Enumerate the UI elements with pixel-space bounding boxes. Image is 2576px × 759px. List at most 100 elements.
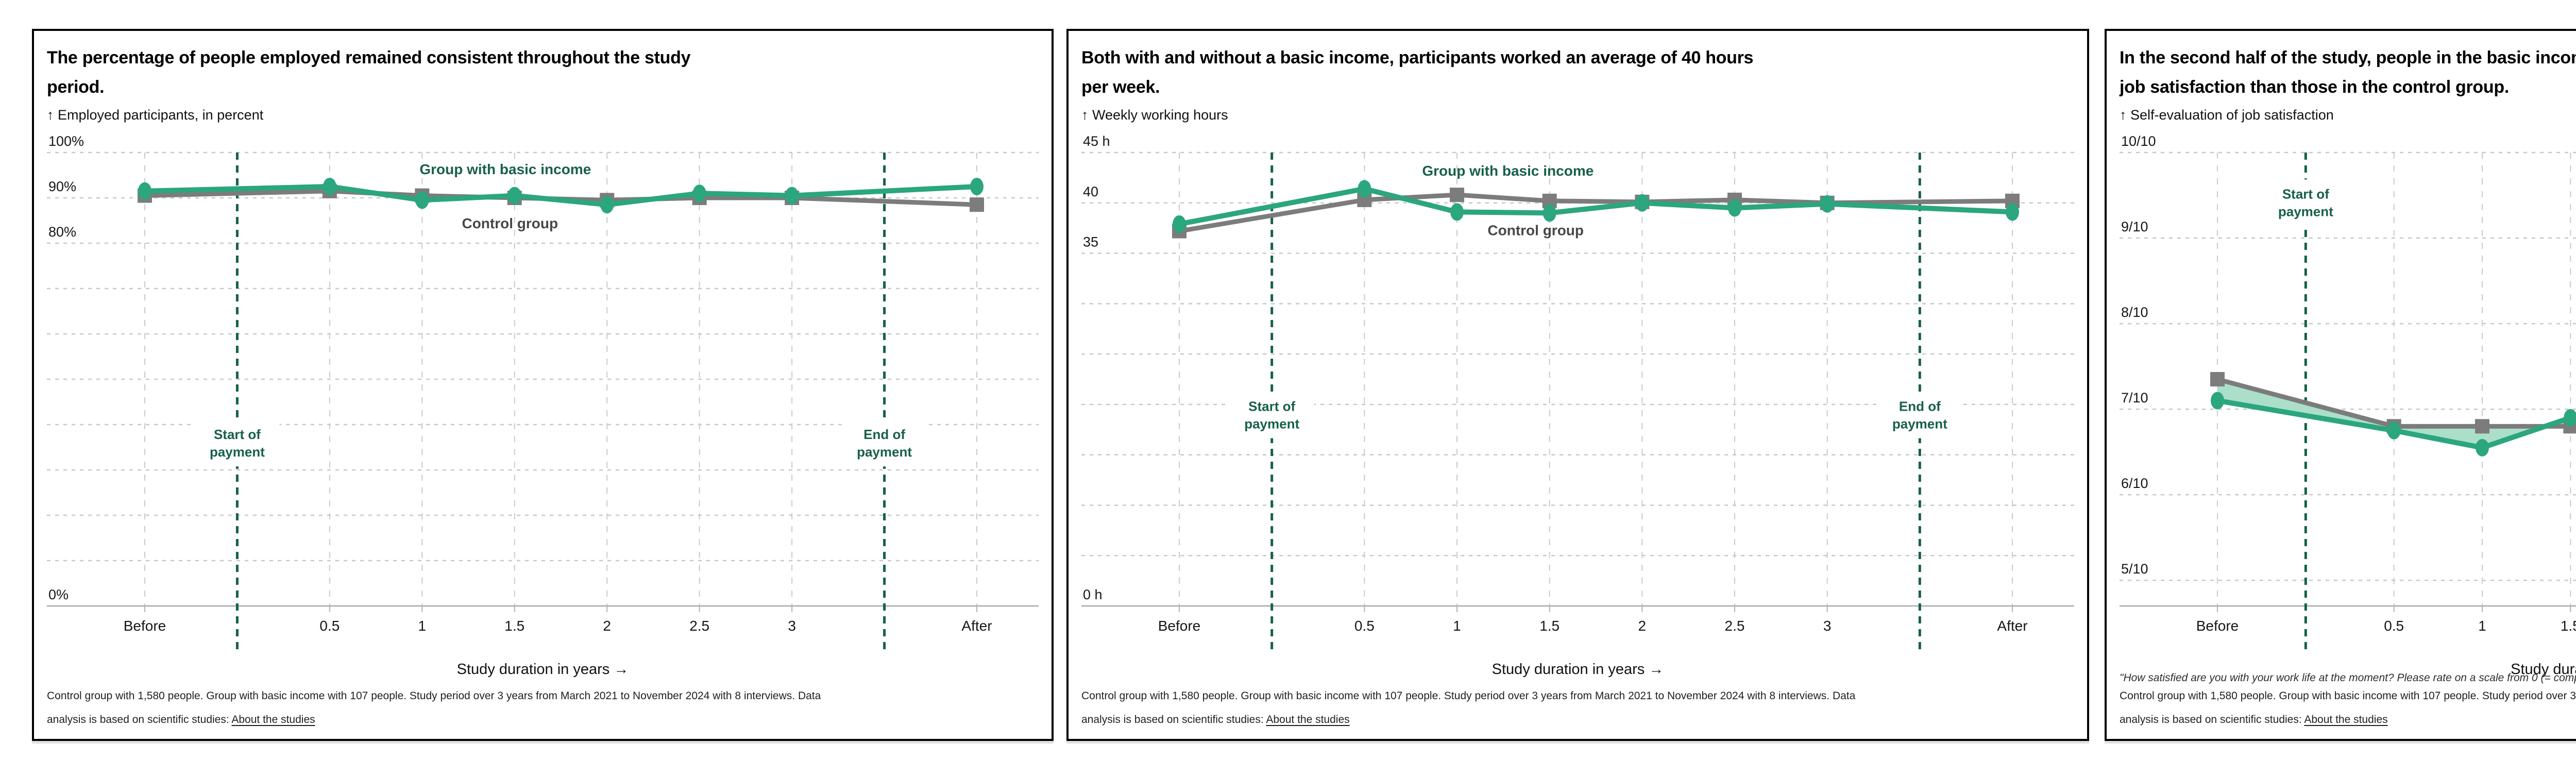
series-label-control-group: Control group	[1487, 222, 1584, 238]
x-tick-label: 1	[418, 618, 427, 634]
x-axis-title: Study duration in years →	[1492, 661, 1664, 678]
marker-basic-income	[1543, 204, 1556, 222]
series-line-basic-income	[144, 184, 977, 208]
marker-control-group	[2475, 419, 2489, 434]
chart-title: The percentage of people employed remain…	[47, 48, 691, 97]
marker-basic-income	[415, 191, 429, 209]
x-tick-label: 2.5	[689, 618, 709, 634]
x-tick-label: Before	[1158, 618, 1201, 634]
x-tick-label: 1.5	[504, 618, 524, 634]
event-label: End of	[863, 427, 905, 442]
event-label: Start of	[2282, 186, 2329, 201]
event-label: End of	[1899, 398, 1941, 414]
y-tick-label: 10/10	[2121, 133, 2156, 149]
y-axis-label: ↑ Employed participants, in percent	[47, 107, 264, 123]
chart-panel-3: In the second half of the study, people …	[2105, 29, 2576, 741]
marker-control-group	[1450, 188, 1464, 203]
about-the-studies-link[interactable]: About the studies	[1266, 714, 1350, 726]
y-tick-label: 6/10	[2121, 476, 2148, 491]
marker-control-group	[970, 197, 984, 212]
y-tick-label: 0%	[48, 587, 69, 602]
plot-area: 10/109/108/107/106/105/10Group with basi…	[2120, 133, 2576, 678]
marker-basic-income	[1358, 180, 1371, 198]
event-label: payment	[857, 444, 912, 460]
event-label: Start of	[1248, 398, 1295, 414]
event-label-bg	[2263, 179, 2348, 226]
about-the-studies-link[interactable]: About the studies	[2304, 714, 2388, 726]
marker-basic-income	[507, 187, 521, 205]
y-tick-label: 35	[1083, 234, 1098, 250]
marker-basic-income	[2476, 438, 2489, 457]
event-label-bg	[1229, 392, 1314, 438]
x-tick-label: 1.5	[2561, 618, 2576, 634]
marker-basic-income	[1173, 215, 1186, 233]
marker-basic-income	[785, 187, 799, 205]
y-axis-label: ↑ Self-evaluation of job satisfaction	[2120, 107, 2334, 123]
marker-basic-income	[2387, 421, 2401, 440]
chart-footer: Control group with 1,580 people. Group w…	[2120, 684, 2576, 732]
event-label: payment	[210, 444, 265, 460]
x-axis-title: Study duration in years →	[2511, 661, 2576, 678]
series-label-basic-income: Group with basic income	[419, 161, 591, 177]
marker-basic-income	[1635, 194, 1649, 212]
x-tick-label: 2	[1638, 618, 1647, 634]
marker-basic-income	[1728, 199, 1741, 217]
event-label: payment	[1892, 416, 1947, 431]
event-label-bg	[1877, 392, 1962, 438]
x-tick-label: Before	[2196, 618, 2239, 634]
plot-area: 100% 90% 80% 0% Group with basic income Contr…	[47, 133, 1039, 678]
y-tick-label: 90%	[48, 179, 76, 194]
marker-basic-income	[692, 184, 706, 203]
y-tick-label: 9/10	[2121, 219, 2148, 234]
y-tick-label: 0 h	[1083, 587, 1103, 602]
x-tick-label: After	[1997, 618, 2027, 634]
marker-control-group	[2210, 372, 2225, 386]
y-tick-label: 45 h	[1083, 133, 1110, 149]
x-tick-label: 0.5	[319, 618, 340, 634]
x-tick-label: 2	[603, 618, 611, 634]
y-tick-label: 5/10	[2121, 561, 2148, 577]
about-the-studies-link[interactable]: About the studies	[231, 714, 315, 726]
series-label-basic-income: Group with basic income	[1422, 163, 1594, 179]
x-tick-label: 1.5	[1539, 618, 1560, 634]
y-tick-label: 100%	[48, 133, 84, 149]
x-tick-label: 0.5	[1354, 618, 1375, 634]
y-tick-label: 40	[1083, 184, 1098, 199]
x-tick-label: 2.5	[1725, 618, 1745, 634]
marker-basic-income	[323, 178, 336, 195]
event-label: Start of	[214, 427, 261, 442]
x-tick-label: 3	[1823, 618, 1832, 634]
marker-basic-income	[1820, 195, 1834, 213]
series-line-basic-income	[1179, 186, 2013, 227]
chart-panel-1: The percentage of people employed remain…	[32, 29, 1054, 741]
chart-footer: Control group with 1,580 people. Group w…	[1081, 684, 2074, 732]
y-axis-label: ↑ Weekly working hours	[1081, 107, 1228, 123]
chart-panel-2: Both with and without a basic income, pa…	[1066, 29, 2089, 741]
chart-title: Both with and without a basic income, pa…	[1081, 48, 1754, 97]
x-tick-label: 1	[2478, 618, 2486, 634]
y-tick-label: 8/10	[2121, 305, 2148, 320]
event-label-bg	[195, 420, 280, 467]
x-tick-label: 1	[1453, 618, 1461, 634]
marker-basic-income	[2006, 203, 2019, 221]
event-label: payment	[2278, 204, 2333, 219]
series-line-basic-income	[2217, 398, 2576, 450]
chart-footer: Control group with 1,580 people. Group w…	[47, 684, 1039, 732]
marker-basic-income	[600, 196, 614, 214]
marker-basic-income	[1450, 203, 1464, 221]
footer-text: Control group with 1,580 people. Group w…	[1081, 690, 1856, 726]
event-label-bg	[842, 420, 927, 467]
marker-basic-income	[2564, 409, 2576, 427]
series-label-control-group: Control group	[462, 215, 558, 231]
chart-title: In the second half of the study, people …	[2120, 48, 2576, 97]
survey-question-footnote: "How satisfied are you with your work li…	[2120, 672, 2576, 684]
x-axis-title: Study duration in years →	[457, 661, 629, 678]
x-tick-label: Before	[124, 618, 166, 634]
marker-basic-income	[2211, 392, 2224, 410]
event-label: payment	[1244, 416, 1299, 431]
y-tick-label: 80%	[48, 224, 76, 240]
series-line-control-group	[2216, 377, 2576, 429]
x-tick-label: 0.5	[2384, 618, 2404, 634]
marker-basic-income	[138, 182, 151, 200]
